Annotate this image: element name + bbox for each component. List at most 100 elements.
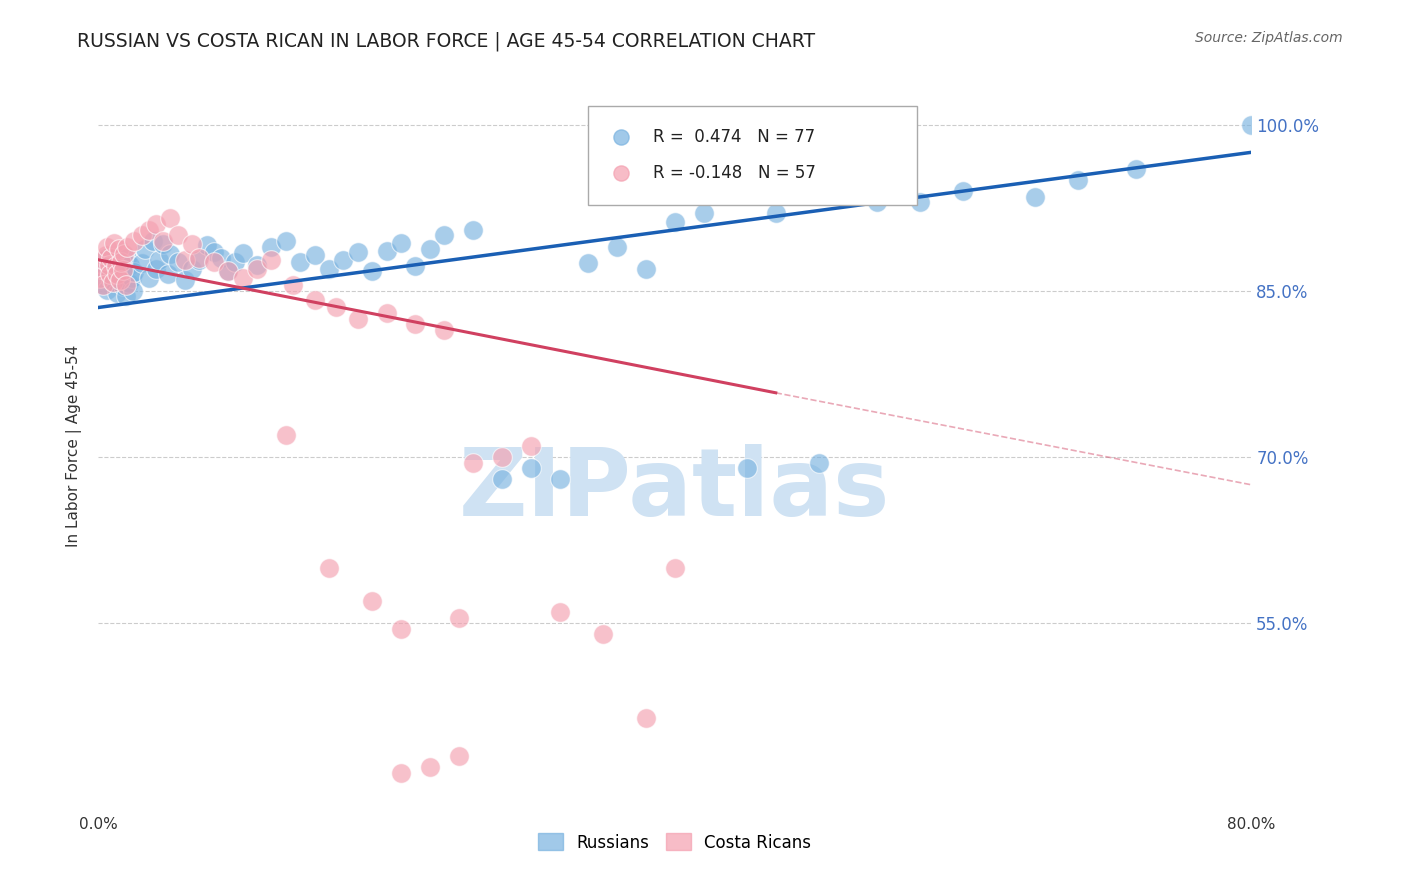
Point xyxy=(134,242,156,256)
Point xyxy=(145,218,167,232)
Point xyxy=(548,605,571,619)
Point xyxy=(98,267,121,281)
Point xyxy=(138,270,160,285)
Point xyxy=(740,204,762,219)
Point xyxy=(114,278,136,293)
Point xyxy=(91,278,114,293)
Point xyxy=(389,236,412,251)
Point xyxy=(592,627,614,641)
Point xyxy=(145,261,167,276)
Point xyxy=(664,215,686,229)
Point xyxy=(107,261,129,276)
Point xyxy=(166,255,188,269)
Point xyxy=(325,301,347,315)
Point xyxy=(108,269,131,284)
Point xyxy=(209,251,232,265)
Point xyxy=(405,317,427,331)
Point xyxy=(405,260,427,274)
Point xyxy=(142,234,165,248)
Point xyxy=(375,244,398,258)
Point xyxy=(606,239,628,253)
Point xyxy=(174,273,197,287)
Point xyxy=(447,611,470,625)
Point xyxy=(866,195,889,210)
Point xyxy=(156,267,179,281)
Point xyxy=(131,228,153,243)
Point xyxy=(188,252,211,267)
Legend: Russians, Costa Ricans: Russians, Costa Ricans xyxy=(531,827,818,858)
Point xyxy=(246,258,269,272)
Point xyxy=(138,223,160,237)
Point xyxy=(94,248,117,262)
Point xyxy=(664,561,686,575)
Point xyxy=(110,255,132,269)
Point xyxy=(735,461,758,475)
Text: Source: ZipAtlas.com: Source: ZipAtlas.com xyxy=(1195,31,1343,45)
Point xyxy=(636,710,658,724)
Point xyxy=(281,278,304,293)
Point xyxy=(765,206,787,220)
Point xyxy=(166,228,188,243)
Point xyxy=(122,284,145,298)
Text: ZIPatlas: ZIPatlas xyxy=(460,444,890,536)
Point xyxy=(952,184,974,198)
Point xyxy=(97,258,120,272)
Point xyxy=(181,261,204,276)
Point xyxy=(217,264,239,278)
FancyBboxPatch shape xyxy=(589,106,917,204)
Point xyxy=(808,456,831,470)
Point xyxy=(375,306,398,320)
Point xyxy=(304,248,326,262)
Point xyxy=(105,267,128,281)
Point xyxy=(202,245,225,260)
Point xyxy=(103,236,125,251)
Point xyxy=(389,622,412,636)
Point xyxy=(1024,189,1046,203)
Point xyxy=(346,245,368,260)
Point xyxy=(96,283,118,297)
Point xyxy=(520,461,543,475)
Point xyxy=(93,258,115,272)
Point xyxy=(908,195,931,210)
Point xyxy=(114,289,136,303)
Point xyxy=(131,256,153,270)
Point xyxy=(318,561,340,575)
Point xyxy=(217,264,239,278)
Point xyxy=(121,270,143,285)
Point xyxy=(111,279,134,293)
Point xyxy=(105,286,128,301)
Point xyxy=(100,273,122,287)
Point xyxy=(111,262,134,277)
Point xyxy=(332,252,354,267)
Point xyxy=(578,256,600,270)
Point xyxy=(202,255,225,269)
Y-axis label: In Labor Force | Age 45-54: In Labor Force | Age 45-54 xyxy=(66,345,83,547)
Point xyxy=(118,276,141,290)
Point xyxy=(260,239,283,253)
Point xyxy=(304,293,326,307)
Point xyxy=(90,261,112,276)
Text: RUSSIAN VS COSTA RICAN IN LABOR FORCE | AGE 45-54 CORRELATION CHART: RUSSIAN VS COSTA RICAN IN LABOR FORCE | … xyxy=(77,31,815,51)
Point xyxy=(224,255,246,269)
Point xyxy=(447,749,470,764)
Point xyxy=(1125,161,1147,176)
Point xyxy=(274,428,297,442)
Point xyxy=(274,234,297,248)
Point xyxy=(419,242,441,256)
Point xyxy=(361,594,384,608)
Point xyxy=(636,261,658,276)
Point xyxy=(97,267,120,281)
Point xyxy=(491,450,513,464)
Point xyxy=(231,270,254,285)
Point xyxy=(231,246,254,260)
Point xyxy=(318,261,340,276)
Point xyxy=(174,252,197,267)
Point xyxy=(1067,173,1090,187)
Point xyxy=(491,472,513,486)
Point xyxy=(90,264,112,278)
Point xyxy=(91,278,114,293)
Point xyxy=(148,252,170,267)
Point xyxy=(117,251,139,265)
Point xyxy=(100,251,122,265)
Point xyxy=(389,766,412,780)
